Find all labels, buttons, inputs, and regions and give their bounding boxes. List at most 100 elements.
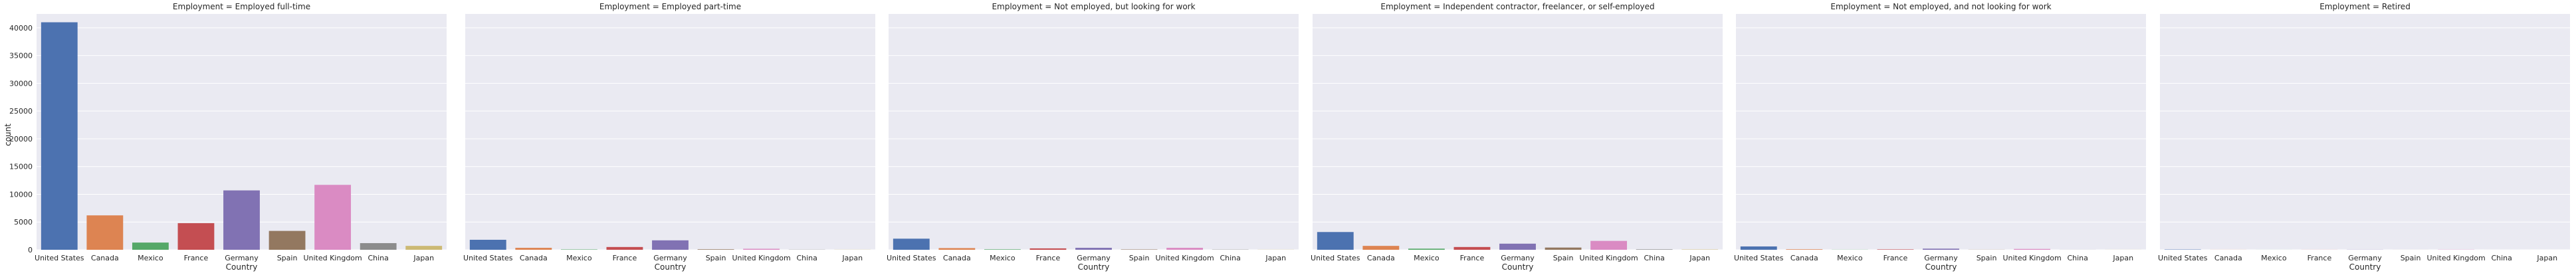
bar xyxy=(652,240,689,250)
x-tick-label: Spain xyxy=(1129,254,1150,262)
x-axis-label: Country xyxy=(226,262,258,272)
x-axis-label: Country xyxy=(2349,262,2381,272)
x-tick-label: China xyxy=(1220,254,1240,262)
bar xyxy=(314,185,352,250)
bar xyxy=(360,242,397,250)
facet-panel: Employment = Not employed, but looking f… xyxy=(887,2,1299,272)
y-tick-label: 0 xyxy=(28,246,33,254)
bar xyxy=(697,249,734,250)
bar xyxy=(1877,249,1914,250)
x-axis-label: Country xyxy=(655,262,687,272)
x-tick-label: Canada xyxy=(1790,254,1818,262)
facet-title: Employment = Employed full-time xyxy=(173,2,310,11)
bar xyxy=(223,190,260,250)
bar xyxy=(1590,240,1628,250)
x-tick-label: Spain xyxy=(2401,254,2421,262)
x-tick-label: Canada xyxy=(91,254,119,262)
x-tick-label: Germany xyxy=(1924,254,1958,262)
x-tick-label: China xyxy=(1644,254,1664,262)
x-axis-label: Country xyxy=(1925,262,1957,272)
x-tick-label: Spain xyxy=(277,254,298,262)
x-tick-label: Japan xyxy=(2112,254,2133,262)
facet-panel: Employment = Employed part-time United St… xyxy=(463,2,875,272)
x-tick-label: Mexico xyxy=(990,254,1016,262)
facet-title: Employment = Not employed, and not looki… xyxy=(1830,2,2051,11)
x-tick-label: Mexico xyxy=(2261,254,2287,262)
x-tick-label: Canada xyxy=(2214,254,2242,262)
x-tick-label: United Kingdom xyxy=(2002,254,2061,262)
x-tick-label: United States xyxy=(463,254,513,262)
x-tick-label: Spain xyxy=(1977,254,1997,262)
bar xyxy=(41,22,78,250)
x-tick-label: United Kingdom xyxy=(1579,254,1638,262)
x-tick-label: United Kingdom xyxy=(2426,254,2485,262)
bar xyxy=(132,242,169,250)
y-tick-label: 30000 xyxy=(9,79,33,88)
x-tick-label: Germany xyxy=(2348,254,2382,262)
x-tick-label: Spain xyxy=(706,254,726,262)
x-tick-label: Mexico xyxy=(566,254,592,262)
facet-title: Employment = Independent contractor, fre… xyxy=(1380,2,1654,11)
plot-background xyxy=(1736,14,2146,250)
bar xyxy=(1923,248,1959,250)
x-tick-label: Germany xyxy=(1501,254,1535,262)
bar xyxy=(1166,248,1204,250)
bar xyxy=(2014,248,2051,250)
bar xyxy=(1121,249,1158,250)
y-tick-label: 40000 xyxy=(9,24,33,33)
bar xyxy=(1453,246,1491,250)
y-tick-label: 25000 xyxy=(9,107,33,116)
x-tick-label: United States xyxy=(35,254,84,262)
bar xyxy=(984,249,1021,250)
facet-panels: Employment = Employed full-time United St… xyxy=(9,2,2570,272)
x-tick-label: France xyxy=(613,254,637,262)
bar xyxy=(1740,246,1777,250)
bar xyxy=(177,223,215,250)
x-tick-label: Spain xyxy=(1553,254,1574,262)
plot-background xyxy=(889,14,1299,250)
plot-background xyxy=(1313,14,1723,250)
x-tick-label: Mexico xyxy=(138,254,163,262)
bar xyxy=(893,238,930,250)
x-tick-label: France xyxy=(1036,254,1061,262)
x-tick-label: United States xyxy=(2158,254,2208,262)
x-tick-label: France xyxy=(2308,254,2332,262)
facet-panel: Employment = Not employed, and not looki… xyxy=(1734,2,2146,272)
x-tick-label: United Kingdom xyxy=(303,254,362,262)
bar xyxy=(86,215,124,250)
x-tick-label: United States xyxy=(1311,254,1360,262)
x-tick-label: Japan xyxy=(2536,254,2557,262)
x-tick-label: China xyxy=(796,254,817,262)
y-tick-label: 35000 xyxy=(9,52,33,60)
x-tick-label: Germany xyxy=(653,254,687,262)
bar xyxy=(268,231,306,250)
bar xyxy=(938,248,976,250)
y-axis-label: count xyxy=(3,124,13,146)
facet-panel: Employment = Employed full-time United St… xyxy=(9,2,447,272)
facet-title: Employment = Retired xyxy=(2319,2,2411,11)
x-tick-label: Japan xyxy=(841,254,863,262)
bar xyxy=(606,246,643,250)
x-tick-label: United Kingdom xyxy=(1155,254,1214,262)
x-tick-label: United States xyxy=(887,254,936,262)
bar xyxy=(1029,248,1067,250)
bar xyxy=(1636,249,1673,250)
plot-background xyxy=(465,14,875,250)
x-tick-label: Germany xyxy=(225,254,259,262)
facet-title: Employment = Employed part-time xyxy=(599,2,741,11)
bar xyxy=(1408,248,1445,250)
facet-panel: Employment = Independent contractor, fre… xyxy=(1311,2,1723,272)
x-tick-label: Mexico xyxy=(1837,254,1863,262)
bar xyxy=(1786,249,1823,250)
x-tick-label: Canada xyxy=(1367,254,1395,262)
bar xyxy=(1499,243,1536,250)
x-tick-label: China xyxy=(368,254,388,262)
bar xyxy=(1362,246,1400,250)
x-tick-label: United Kingdom xyxy=(732,254,790,262)
x-tick-label: France xyxy=(1883,254,1908,262)
x-tick-label: Japan xyxy=(1689,254,1710,262)
bar xyxy=(560,249,597,250)
y-tick-label: 10000 xyxy=(9,190,33,199)
x-tick-label: Mexico xyxy=(1414,254,1440,262)
